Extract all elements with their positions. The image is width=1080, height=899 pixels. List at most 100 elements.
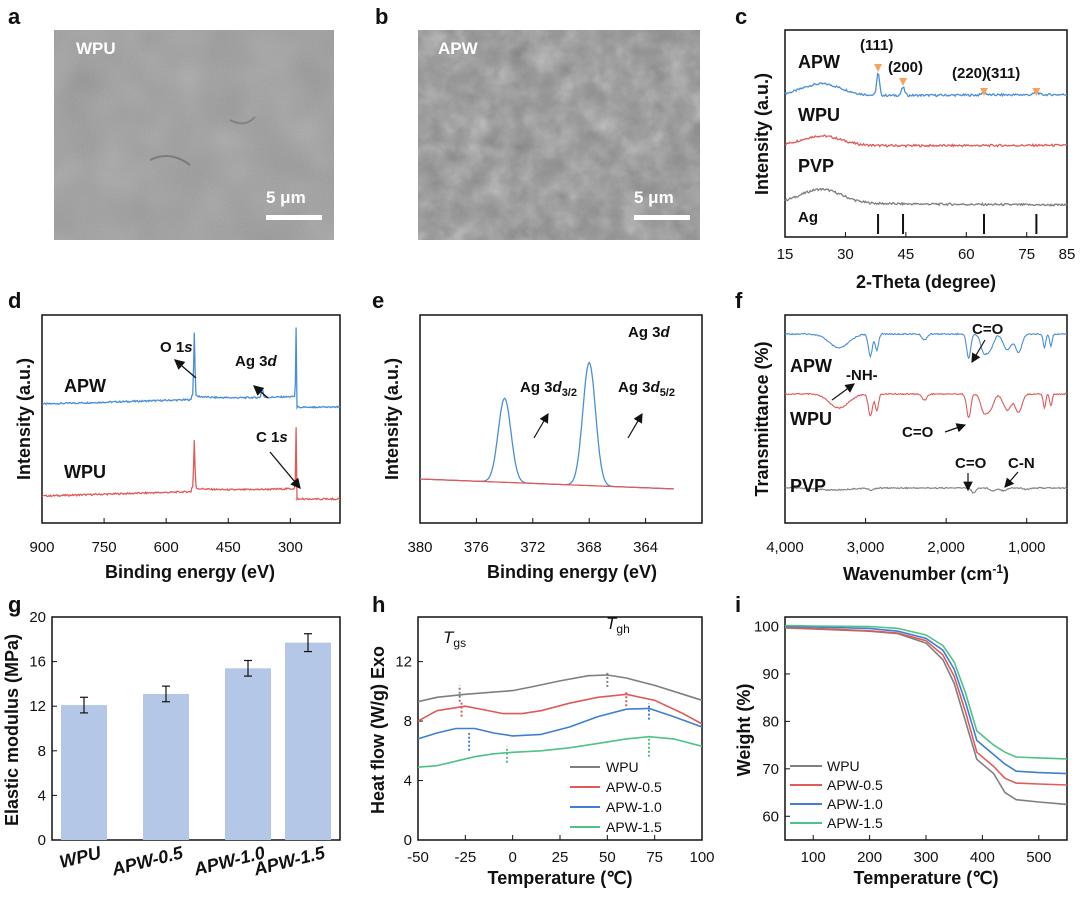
- tick-label-i-y: 100: [754, 618, 779, 635]
- series-line: [417, 735, 703, 768]
- series-line-wpu-f: [784, 392, 1068, 419]
- arrow-ag3d: [253, 385, 269, 399]
- x-axis-title-e: Binding energy (eV): [487, 562, 657, 582]
- tick-label-g: 4: [38, 787, 46, 804]
- sem-image-apw: APW 5 μm: [418, 30, 700, 240]
- tick-label-i-y: 80: [762, 713, 779, 730]
- panel-letter-g: g: [8, 592, 21, 617]
- tick-label-h-y: 0: [404, 832, 412, 849]
- series-line: [417, 674, 703, 703]
- tick-label-c: 30: [837, 246, 854, 263]
- scale-bar-label-a: 5 μm: [266, 188, 306, 207]
- tick-label-i: 100: [801, 849, 826, 866]
- tick-label-e: 368: [577, 539, 602, 556]
- tick-label-e: 372: [520, 539, 545, 556]
- peak-marker: [980, 88, 989, 96]
- arrow-ag3d32: [533, 412, 549, 439]
- tick-label-i-y: 90: [762, 666, 779, 683]
- annotation-c1s: C 1s: [256, 429, 288, 446]
- plot-frame-d: [41, 314, 341, 524]
- y-axis-i: 60 70 80 90 100: [754, 618, 790, 825]
- sem-label-wpu: WPU: [76, 39, 116, 58]
- peak-markers-c: (111) (200) (220)(311): [860, 37, 1041, 96]
- annotation-cn: C-N: [1008, 455, 1035, 472]
- legend-label: WPU: [827, 758, 860, 774]
- x-axis-i: 100 200 300 400 500: [801, 835, 1051, 866]
- x-axis-h: -50 -25 0 25 50 75 100: [407, 835, 715, 866]
- annotation-nh: -NH-: [846, 367, 878, 384]
- tick-label-g: 20: [29, 609, 46, 626]
- bar: [61, 705, 107, 840]
- tick-label-d: 900: [29, 539, 54, 556]
- tick-label-h-y: 4: [404, 773, 412, 790]
- tick-label-g: 16: [29, 654, 46, 671]
- y-axis-title-e: Intensity (a.u.): [382, 358, 402, 480]
- panel-letter-h: h: [372, 592, 385, 617]
- panel-letter-e: e: [372, 288, 384, 313]
- tick-label-f: 1,000: [1008, 539, 1046, 556]
- peak-marker: [874, 64, 883, 72]
- series-line: [417, 707, 703, 740]
- y-axis-title-f: Transmittance (%): [752, 341, 772, 496]
- series-line-apw-d: [41, 327, 341, 410]
- tick-label-c: 85: [1059, 246, 1076, 263]
- x-axis-e: 380 376 372 368 364: [407, 518, 658, 556]
- chart-xps-ag3d: 380 376 372 368 364 Binding energy (eV) Inte…: [382, 314, 703, 582]
- tick-label-i: 200: [857, 849, 882, 866]
- annotation-co-apw: C=O: [972, 321, 1004, 338]
- reference-label-ag: Ag: [798, 209, 818, 226]
- tick-label-c: 45: [898, 246, 915, 263]
- sem-label-apw: APW: [438, 39, 479, 58]
- tick-label-g: 0: [38, 832, 46, 849]
- series-label-wpu-d: WPU: [64, 462, 106, 482]
- y-axis-g: 0 4 8 12 16 20: [29, 609, 57, 849]
- chart-xps-survey: 900 750 600 450 300 Binding energy (eV) Inte…: [14, 314, 341, 582]
- arrow-nh: [831, 383, 855, 401]
- annotation-tgh: Tgh: [606, 614, 630, 636]
- series-line: [417, 693, 703, 725]
- x-axis-f: 4,000 3,000 2,000 1,000: [766, 518, 1045, 556]
- bar: [143, 693, 189, 840]
- legend-label: APW-1.0: [827, 796, 883, 812]
- legend-label: APW-0.5: [827, 777, 883, 793]
- category-label: APW-0.5: [109, 842, 186, 879]
- tick-label-h: -25: [454, 849, 476, 866]
- series-line: [784, 626, 1068, 786]
- plot-frame-g: [51, 616, 341, 841]
- bar: [285, 642, 331, 840]
- tick-label-e: 380: [407, 539, 432, 556]
- bar: [225, 668, 271, 840]
- peak-label: (220): [952, 65, 987, 82]
- y-axis-title-h: Heat flow (W/g) Exo: [368, 646, 388, 814]
- peak-label-ag3d32: Ag 3d3/2: [520, 379, 577, 399]
- series-lines-i: [784, 624, 1068, 806]
- tick-label-f: 4,000: [766, 539, 804, 556]
- annotation-co-wpu: C=O: [902, 424, 934, 441]
- panel-letters: a b c d e f g h i: [8, 4, 747, 617]
- legend-label: APW-1.5: [606, 819, 662, 835]
- chart-ftir: 4,000 3,000 2,000 1,000 Wavenumber (cm-1) T…: [752, 314, 1068, 584]
- arrow-cn: [1004, 471, 1019, 488]
- tick-label-i: 300: [913, 849, 938, 866]
- tick-label-c: 15: [777, 246, 794, 263]
- tick-label-h: 0: [508, 849, 516, 866]
- chart-dsc: -50 -25 0 25 50 75 100 0 4 8 12 WPU APW-0.5 APW-1.0…: [368, 614, 715, 888]
- y-axis-h: 0 4 8 12: [395, 654, 423, 849]
- tick-label-h-y: 12: [395, 654, 412, 671]
- legend-label: APW-1.0: [606, 799, 662, 815]
- series-line-wpu: [784, 134, 1068, 148]
- tick-label-i-y: 70: [762, 761, 779, 778]
- arrow-c1s: [269, 451, 301, 489]
- tick-label-e: 364: [633, 539, 658, 556]
- sem-image-wpu: WPU 5 μm: [54, 30, 334, 240]
- series-label-apw-f: APW: [790, 356, 832, 376]
- tick-label-e: 376: [464, 539, 489, 556]
- peak-marker: [899, 78, 908, 86]
- tick-label-h-y: 8: [404, 713, 412, 730]
- annotation-o1s: O 1s: [160, 339, 193, 356]
- x-axis-title-h: Temperature (℃): [488, 868, 633, 888]
- arrow-ag3d52: [627, 412, 643, 439]
- tick-label-h: 100: [689, 849, 714, 866]
